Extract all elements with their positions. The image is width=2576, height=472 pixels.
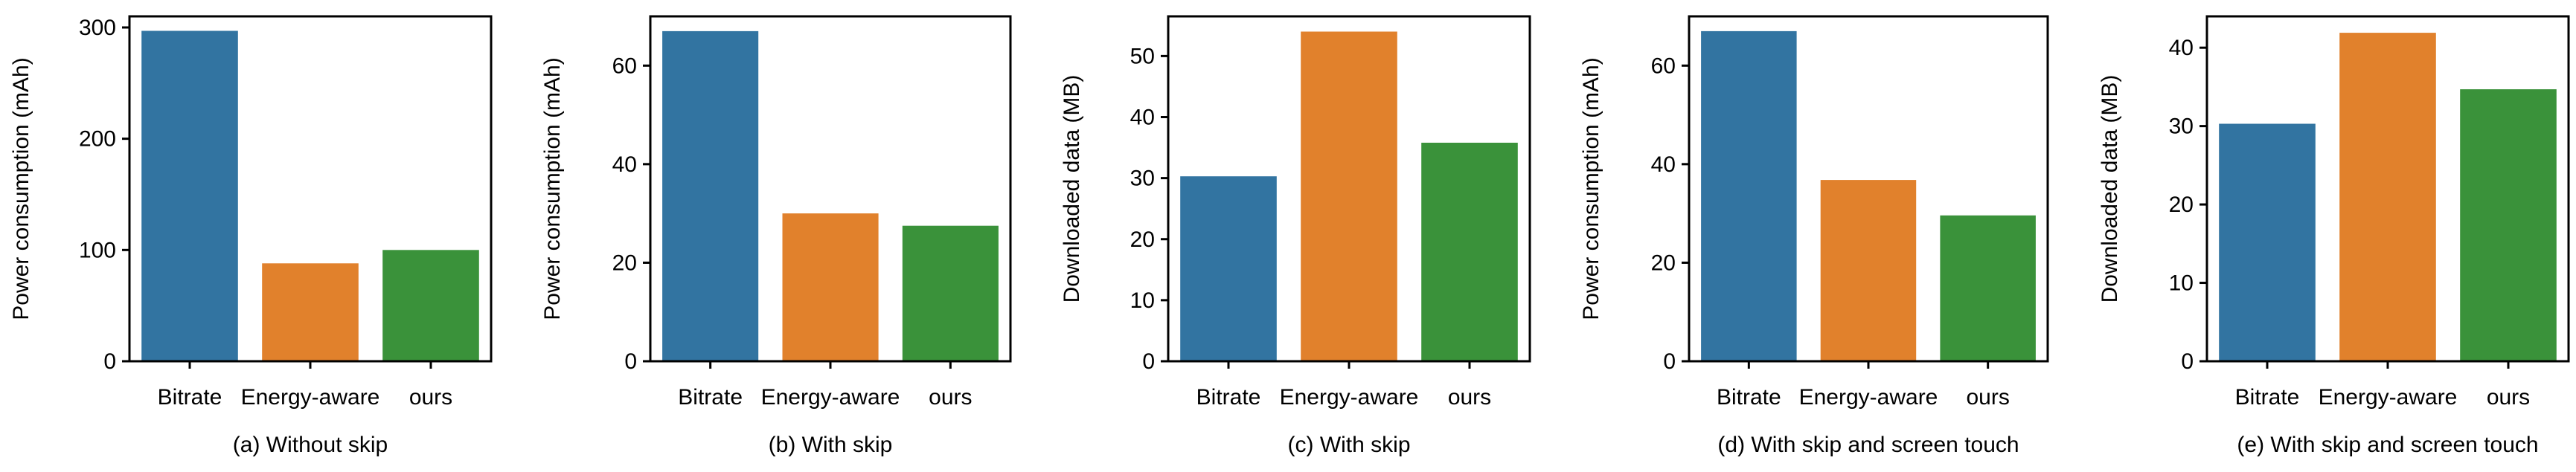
chart-panel-5: 0 10 20 30 40 Bitrate Energy-aware ours Download… bbox=[2098, 15, 2570, 457]
panel-caption: (d) With skip and screen touch bbox=[1717, 433, 2019, 457]
y-tick-label: 40 bbox=[2169, 36, 2194, 60]
x-tick-label-ours: ours bbox=[2487, 385, 2530, 410]
chart-panel-4: 0 20 40 60 Bitrate Energy-aware ours Power cons… bbox=[1579, 15, 2049, 457]
x-tick-label-energy-aware: Energy-aware bbox=[1280, 385, 1419, 410]
bar-energy-aware bbox=[782, 213, 879, 361]
bar-bitrate bbox=[1180, 176, 1277, 361]
bar-ours bbox=[2460, 89, 2557, 361]
y-tick-label: 40 bbox=[1651, 152, 1676, 177]
y-tick-label: 0 bbox=[103, 349, 116, 374]
bar-ours bbox=[1421, 143, 1518, 361]
y-tick-label: 10 bbox=[1130, 288, 1155, 313]
bar-ours bbox=[1940, 215, 2036, 361]
x-tick-label-bitrate: Bitrate bbox=[678, 385, 743, 410]
y-tick-label: 30 bbox=[1130, 167, 1155, 191]
panel-caption: (a) Without skip bbox=[233, 433, 388, 457]
x-tick-label-energy-aware: Energy-aware bbox=[1799, 385, 1938, 410]
y-axis-label: Downloaded data (MB) bbox=[1060, 75, 1084, 303]
y-axis-label: Power consumption (mAh) bbox=[1579, 57, 1603, 320]
y-tick-label: 0 bbox=[2181, 349, 2194, 374]
bar-energy-aware bbox=[1820, 180, 1917, 361]
bar-bitrate bbox=[2219, 123, 2316, 361]
y-axis-label: Downloaded data (MB) bbox=[2098, 75, 2122, 303]
x-tick-label-energy-aware: Energy-aware bbox=[761, 385, 900, 410]
panel-caption: (b) With skip bbox=[769, 433, 893, 457]
chart-panel-3: 0 10 20 30 40 50 Bitrate Energy-aware ours Downlo… bbox=[1060, 15, 1531, 457]
y-tick-label: 20 bbox=[1651, 250, 1676, 275]
x-tick-label-bitrate: Bitrate bbox=[1717, 385, 1781, 410]
x-tick-label-bitrate: Bitrate bbox=[1196, 385, 1261, 410]
y-tick-label: 100 bbox=[79, 238, 116, 262]
x-tick-label-energy-aware: Energy-aware bbox=[241, 385, 380, 410]
bar-bitrate bbox=[141, 30, 238, 361]
chart-panel-1: 0 100 200 300 Bitrate Energy-aware ours Power c… bbox=[9, 15, 493, 457]
y-tick-label: 0 bbox=[1663, 349, 1676, 374]
bar-bitrate bbox=[1701, 30, 1797, 362]
bar-ours bbox=[382, 250, 479, 361]
x-tick-label-energy-aware: Energy-aware bbox=[2319, 385, 2458, 410]
y-tick-label: 20 bbox=[612, 250, 637, 275]
x-tick-label-ours: ours bbox=[1966, 385, 2009, 410]
x-tick-label-ours: ours bbox=[929, 385, 972, 410]
y-tick-label: 40 bbox=[1130, 106, 1155, 130]
panel-caption: (c) With skip bbox=[1288, 433, 1411, 457]
y-tick-label: 30 bbox=[2169, 114, 2194, 139]
x-tick-label-ours: ours bbox=[409, 385, 452, 410]
y-tick-label: 60 bbox=[1651, 54, 1676, 78]
y-tick-label: 10 bbox=[2169, 271, 2194, 296]
panel-caption: (e) With skip and screen touch bbox=[2237, 433, 2538, 457]
x-tick-label-ours: ours bbox=[1448, 385, 1491, 410]
y-axis-label: Power consumption (mAh) bbox=[9, 57, 33, 320]
bar-bitrate bbox=[662, 30, 759, 362]
y-tick-label: 60 bbox=[612, 54, 637, 78]
bar-energy-aware bbox=[2339, 33, 2436, 361]
y-tick-label: 0 bbox=[1142, 349, 1155, 374]
y-tick-label: 20 bbox=[2169, 193, 2194, 217]
y-tick-label: 50 bbox=[1130, 44, 1155, 68]
y-tick-label: 20 bbox=[1130, 227, 1155, 252]
x-tick-label-bitrate: Bitrate bbox=[158, 385, 222, 410]
y-tick-label: 40 bbox=[612, 152, 637, 177]
bar-energy-aware bbox=[1301, 31, 1397, 361]
chart-panel-2: 0 20 40 60 Bitrate Energy-aware ours Power cons… bbox=[540, 15, 1012, 457]
y-tick-label: 300 bbox=[79, 16, 116, 40]
y-axis-label: Power consumption (mAh) bbox=[540, 57, 565, 320]
y-tick-label: 0 bbox=[624, 349, 637, 374]
x-tick-label-bitrate: Bitrate bbox=[2235, 385, 2300, 410]
bar-energy-aware bbox=[262, 263, 359, 361]
bar-ours bbox=[902, 225, 999, 361]
y-tick-label: 200 bbox=[79, 127, 116, 152]
